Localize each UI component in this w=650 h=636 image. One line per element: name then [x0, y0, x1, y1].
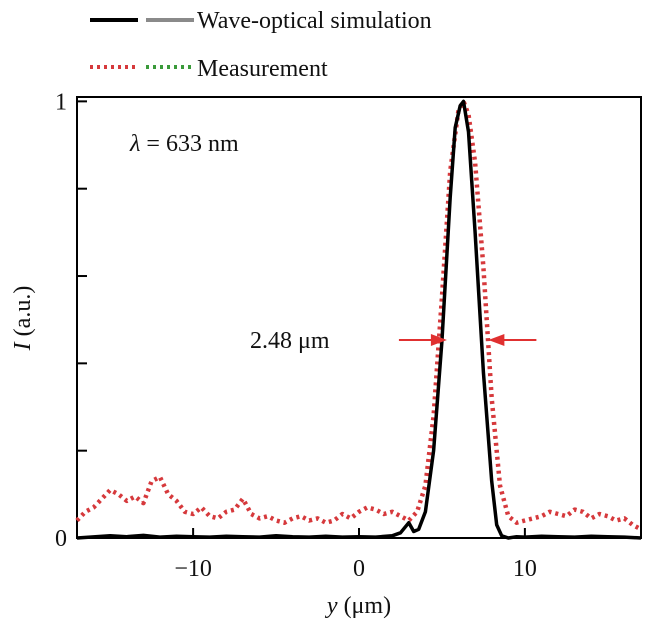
x-axis-label: y (μm) [325, 593, 391, 619]
x-axis-label-var: y [325, 593, 338, 619]
series-layer [75, 99, 643, 540]
y-axis-label-unit: (a.u.) [10, 286, 36, 343]
x-axis-label-unit: (μm) [338, 593, 392, 619]
wavelength-value: = 633 nm [140, 131, 239, 157]
fwhm-right-arrow-head [488, 334, 505, 346]
plot-frame [76, 96, 642, 539]
legend-label-simulation: Wave-optical simulation [197, 8, 432, 34]
y-axis-label-var: I [10, 341, 36, 351]
fwhm-left-arrow-head [430, 334, 447, 346]
wavelength-var: λ [129, 131, 140, 157]
fwhm-arrows [398, 334, 537, 346]
fwhm-label: 2.48 μm [250, 328, 330, 354]
legend-item-measurement: Measurement [90, 56, 328, 82]
simulation-series-line [76, 99, 642, 540]
y-tick-label: 1 [55, 89, 67, 115]
axis-ticks: −10 0 10 0 1 [55, 89, 537, 582]
wavelength-annotation: λ = 633 nm [129, 131, 239, 157]
legend-item-simulation: Wave-optical simulation [90, 8, 432, 34]
x-tick-label: 0 [353, 556, 365, 582]
y-tick-label: 0 [55, 526, 67, 552]
legend: Wave-optical simulation Measurement [90, 8, 432, 82]
x-tick-label: −10 [174, 556, 212, 582]
legend-label-measurement: Measurement [197, 56, 328, 82]
y-axis-label: I (a.u.) [10, 286, 36, 352]
x-tick-label: 10 [513, 556, 537, 582]
measurement-series-line [75, 99, 643, 532]
